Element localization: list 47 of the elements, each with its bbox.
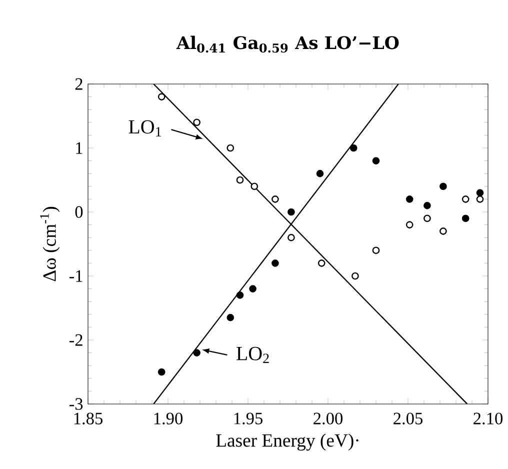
x-tick-label: 2.00	[314, 412, 343, 424]
point	[316, 170, 324, 178]
point	[318, 259, 326, 267]
y-axis-title: Δω (cm$^{-1}$)	[40, 206, 60, 281]
point	[236, 291, 244, 299]
point	[372, 246, 380, 254]
point	[352, 272, 359, 280]
point	[288, 208, 295, 216]
annotation: LO$_{1}$	[128, 120, 161, 136]
point	[249, 284, 256, 292]
point	[193, 118, 200, 126]
y-tick-label: -1	[70, 270, 82, 282]
chart-title: Al$_{0.41}$ Ga$_{0.59}$ As LO’−LO	[176, 36, 399, 52]
y-tick-label: -2	[70, 334, 82, 346]
point	[288, 234, 295, 242]
point	[226, 314, 234, 322]
point	[462, 195, 470, 203]
x-tick-label: 1.85	[74, 412, 102, 424]
point	[250, 182, 258, 190]
point	[272, 259, 279, 267]
annotation: LO$_{2}$	[236, 346, 269, 363]
point	[236, 176, 244, 184]
point	[193, 348, 200, 356]
y-tick-label: 1	[76, 142, 82, 154]
point	[440, 182, 447, 190]
point	[462, 214, 470, 222]
point	[158, 92, 166, 100]
x-tick-label: 1.90	[154, 412, 183, 424]
point	[372, 156, 380, 164]
y-tick-label: -3	[70, 398, 83, 410]
y-tick-label: 0	[75, 206, 83, 218]
point	[424, 214, 431, 222]
x-axis-title: Laser Energy (eV)·	[216, 433, 358, 450]
x-tick-label: 1.95	[234, 412, 262, 424]
point	[226, 144, 234, 152]
point	[476, 188, 484, 196]
x-tick-label: 2.10	[474, 412, 503, 424]
point	[476, 195, 484, 203]
point	[406, 195, 414, 203]
point	[158, 368, 166, 376]
point	[424, 202, 431, 210]
point	[272, 195, 279, 203]
x-tick-label: 2.05	[394, 412, 422, 424]
y-tick-label: 2	[75, 78, 82, 90]
point	[440, 227, 447, 235]
point	[406, 220, 414, 228]
point	[350, 144, 358, 152]
